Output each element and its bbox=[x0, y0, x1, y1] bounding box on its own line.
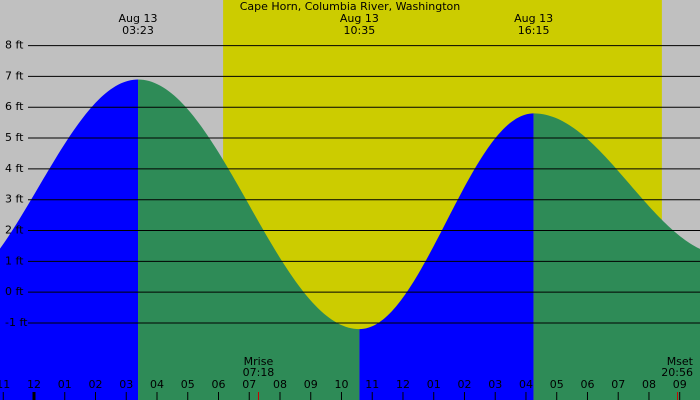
x-tick-label: 01 bbox=[427, 378, 441, 391]
moonrise-label: Mrise bbox=[244, 355, 274, 368]
y-tick-label: 3 ft bbox=[5, 193, 24, 206]
x-tick-label: 12 bbox=[27, 378, 41, 391]
moonset-label: Mset bbox=[667, 355, 694, 368]
x-tick-label: 06 bbox=[580, 378, 594, 391]
y-tick-label: -1 ft bbox=[5, 316, 28, 329]
y-tick-label: 5 ft bbox=[5, 131, 24, 144]
x-tick-label: 04 bbox=[150, 378, 164, 391]
x-tick-label: 10 bbox=[334, 378, 348, 391]
moonrise-time: 07:18 bbox=[243, 366, 275, 379]
x-tick-label: 09 bbox=[673, 378, 687, 391]
x-tick-label: 05 bbox=[550, 378, 564, 391]
tide-date-label: Aug 13 bbox=[119, 12, 158, 25]
tide-date-label: Aug 13 bbox=[340, 12, 379, 25]
falling-tide bbox=[533, 113, 700, 400]
x-tick-label: 01 bbox=[58, 378, 72, 391]
y-tick-label: 2 ft bbox=[5, 224, 24, 237]
x-tick-label: 03 bbox=[119, 378, 133, 391]
x-tick-label: 03 bbox=[488, 378, 502, 391]
x-tick-label: 11 bbox=[365, 378, 379, 391]
x-tick-label: 04 bbox=[519, 378, 533, 391]
x-tick-label: 09 bbox=[304, 378, 318, 391]
tide-date-label: Aug 13 bbox=[514, 12, 553, 25]
tide-time-label: 03:23 bbox=[122, 24, 154, 37]
x-tick-label: 08 bbox=[273, 378, 287, 391]
x-tick-label: 12 bbox=[396, 378, 410, 391]
moonset-time: 20:56 bbox=[661, 366, 693, 379]
tide-time-label: 10:35 bbox=[344, 24, 376, 37]
x-tick-label: 06 bbox=[211, 378, 225, 391]
rising-tide bbox=[0, 79, 139, 400]
x-tick-label: 07 bbox=[242, 378, 256, 391]
x-tick-label: 11 bbox=[0, 378, 10, 391]
x-tick-label: 02 bbox=[89, 378, 103, 391]
x-tick-label: 05 bbox=[181, 378, 195, 391]
y-tick-label: 7 ft bbox=[5, 69, 24, 82]
rising-tide bbox=[359, 113, 534, 400]
x-tick-label: 02 bbox=[457, 378, 471, 391]
falling-tide bbox=[138, 79, 360, 400]
y-tick-label: 6 ft bbox=[5, 100, 24, 113]
chart-title: Cape Horn, Columbia River, Washington bbox=[240, 0, 461, 13]
y-tick-label: 1 ft bbox=[5, 254, 24, 267]
y-tick-label: 8 ft bbox=[5, 39, 24, 52]
y-tick-label: 4 ft bbox=[5, 162, 24, 175]
x-tick-label: 08 bbox=[642, 378, 656, 391]
y-tick-label: 0 ft bbox=[5, 285, 24, 298]
tide-time-label: 16:15 bbox=[518, 24, 550, 37]
x-tick-label: 07 bbox=[611, 378, 625, 391]
